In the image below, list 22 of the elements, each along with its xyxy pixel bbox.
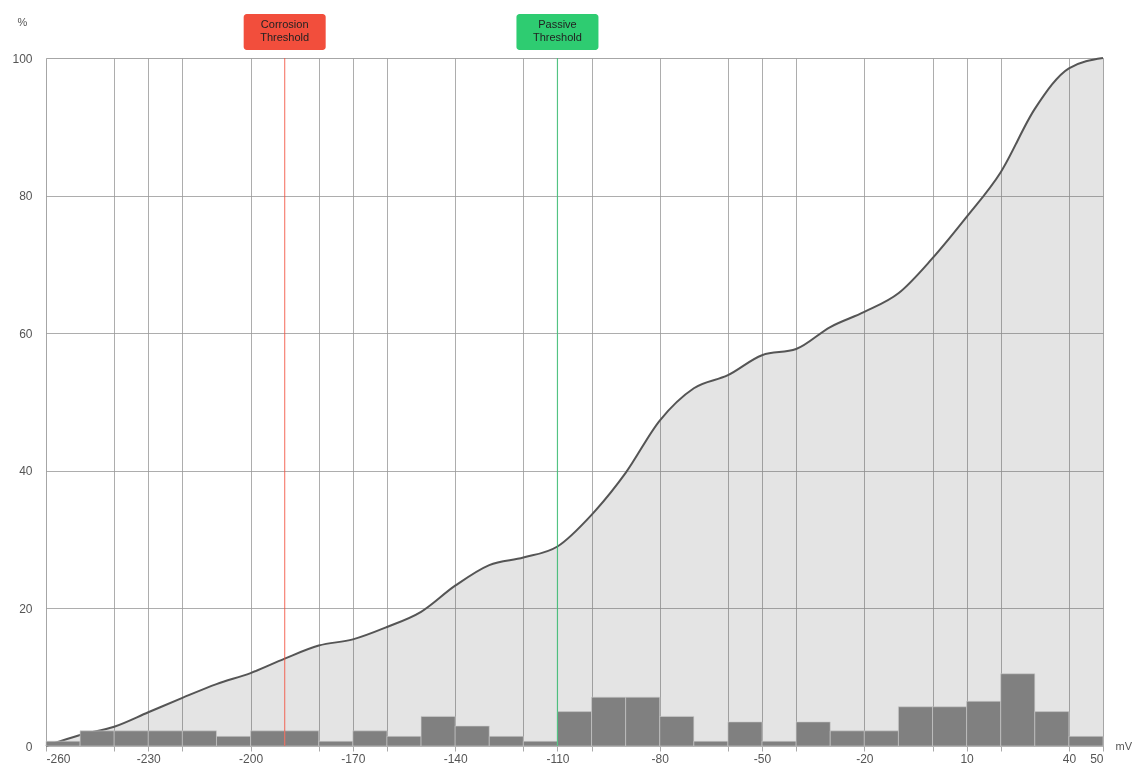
x-tick-label: -170	[341, 751, 366, 766]
x-tick-label: -140	[443, 751, 468, 766]
x-axis-title: mV	[1115, 739, 1133, 752]
x-tick-label: -50	[753, 751, 772, 766]
x-tick-label: -230	[136, 751, 162, 766]
ref-line-label: Passive Threshold	[532, 18, 582, 43]
x-tick-label: -200	[239, 751, 264, 766]
x-tick-label: 40	[1062, 751, 1077, 766]
ref-line-label: Corrosion Threshold	[260, 18, 310, 43]
x-tick-label: -110	[546, 751, 570, 766]
y-axis-title: %	[17, 15, 28, 28]
y-tick-label: 100	[12, 51, 33, 66]
y-tick-label: 0	[25, 739, 33, 754]
x-tick-label: 50	[1090, 751, 1104, 766]
x-tick-label: -80	[651, 751, 670, 766]
y-tick-label: 60	[19, 326, 33, 341]
y-tick-label: 80	[19, 189, 33, 204]
y-tick-label: 40	[19, 464, 33, 479]
x-tick-label: -20	[856, 751, 874, 766]
y-tick-label: 20	[19, 601, 33, 616]
x-tick-label: -260	[46, 751, 71, 766]
x-tick-label: 10	[960, 751, 975, 766]
